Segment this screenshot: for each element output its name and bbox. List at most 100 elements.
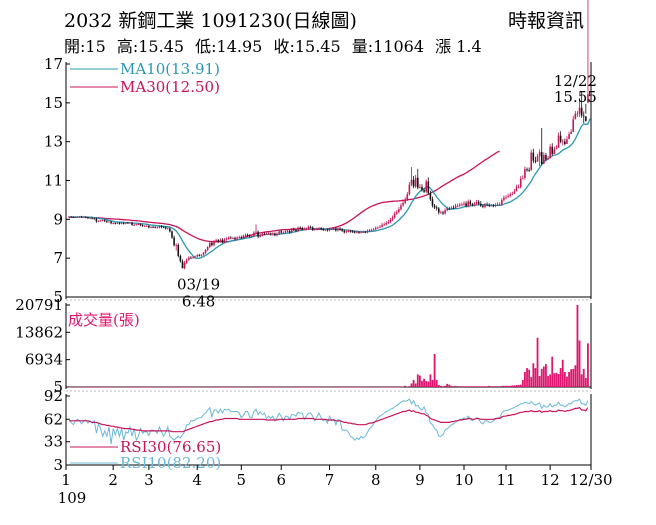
volume-bar: [299, 386, 302, 388]
volume-bar: [257, 386, 260, 388]
candle-body: [299, 227, 301, 229]
volume-bar: [301, 386, 304, 388]
volume-bar: [282, 386, 285, 388]
volume-bar: [389, 386, 392, 388]
candle-body: [366, 230, 369, 233]
candle-body: [213, 241, 215, 246]
candle-body: [171, 231, 173, 238]
volume-bar: [500, 385, 503, 387]
candle-body: [488, 204, 491, 206]
volume-bar: [400, 386, 402, 388]
volume-bar: [456, 386, 459, 387]
x-tick-label: 12/30: [569, 471, 612, 489]
candle-body: [269, 233, 272, 235]
volume-bar: [78, 386, 81, 388]
volume-bar: [118, 386, 121, 388]
candle-body: [519, 178, 522, 188]
candle-body: [162, 227, 165, 228]
price-y-tick-label: 11: [44, 172, 63, 190]
volume-bar: [347, 386, 350, 388]
volume-bar: [255, 386, 257, 388]
candle-body: [370, 230, 373, 231]
candle-body: [282, 232, 285, 234]
volume-bar: [353, 386, 356, 388]
candle-body: [414, 177, 417, 187]
candle-body: [503, 197, 505, 201]
candle-body: [261, 233, 264, 236]
volume-bar: [93, 386, 96, 388]
volume-bar: [80, 386, 83, 388]
legend-label-rsi30: RSI30(76.65): [120, 438, 221, 456]
volume-bar: [437, 385, 440, 387]
candle-body: [427, 181, 430, 194]
volume-bar: [337, 386, 339, 388]
candle-body: [131, 222, 133, 225]
volume-bar: [194, 386, 196, 388]
volume-bar: [467, 386, 470, 387]
volume-bar: [133, 386, 136, 388]
candle-body: [452, 207, 455, 209]
volume-bar: [364, 386, 367, 388]
x-tick-year: 109: [58, 489, 87, 507]
volume-bar: [530, 377, 533, 387]
candle-body: [110, 221, 112, 224]
candle-body: [553, 149, 556, 155]
candle-body: [187, 257, 190, 260]
volume-bar: [158, 386, 161, 388]
candle-body: [82, 217, 85, 218]
volume-y-tick-label: 5: [53, 378, 63, 396]
volume-bar: [526, 368, 528, 387]
volume-bar: [557, 374, 560, 387]
stat-open: 開:15: [64, 37, 106, 56]
candle-body: [297, 227, 299, 231]
candle-body: [349, 230, 352, 232]
volume-bar: [385, 386, 388, 388]
candle-body: [507, 196, 509, 198]
volume-bar: [433, 353, 436, 387]
rsi-y-tick-label: 62: [44, 410, 63, 428]
candle-body: [505, 197, 507, 199]
volume-bar: [160, 386, 163, 388]
volume-title: 成交量(張): [68, 311, 140, 329]
candle-body: [301, 228, 304, 230]
volume-bar: [519, 384, 522, 387]
chart-title: 2032 新鋼工業 1091230(日線圖): [64, 10, 357, 32]
volume-bar: [166, 386, 169, 388]
volume-bar: [395, 386, 398, 388]
candle-body: [206, 247, 209, 251]
volume-bar: [240, 386, 243, 388]
candle-body: [538, 152, 541, 157]
candle-body: [164, 227, 167, 229]
x-tick-label: 8: [371, 471, 381, 489]
candle-body: [99, 220, 102, 222]
volume-bar: [326, 386, 329, 388]
candle-body: [400, 205, 402, 210]
volume-bar: [82, 386, 85, 388]
candle-body: [408, 184, 411, 195]
volume-bar: [498, 386, 501, 387]
volume-bar: [295, 386, 297, 388]
candle-body: [293, 229, 295, 231]
volume-bar: [563, 372, 566, 387]
volume-bar: [465, 386, 468, 387]
candle-body: [358, 232, 360, 233]
volume-bar: [135, 386, 138, 388]
volume-bar: [515, 385, 518, 387]
volume-bar: [393, 386, 396, 388]
legend-label-rsi10: RSI10(82.20): [120, 454, 221, 472]
candle-body: [351, 231, 354, 233]
volume-bar: [318, 386, 320, 388]
volume-bar: [366, 386, 369, 388]
volume-bar: [490, 386, 493, 387]
candle-body: [160, 226, 163, 228]
volume-bar: [76, 386, 79, 388]
price-y-tick-label: 17: [44, 55, 63, 73]
volume-bar: [187, 386, 190, 388]
annotation-date: 03/19: [177, 275, 220, 293]
volume-bar: [404, 385, 407, 387]
volume-bar: [246, 386, 249, 388]
volume-bar: [444, 385, 446, 387]
candle-body: [391, 217, 394, 220]
candle-body: [561, 141, 564, 143]
candle-body: [267, 233, 270, 235]
